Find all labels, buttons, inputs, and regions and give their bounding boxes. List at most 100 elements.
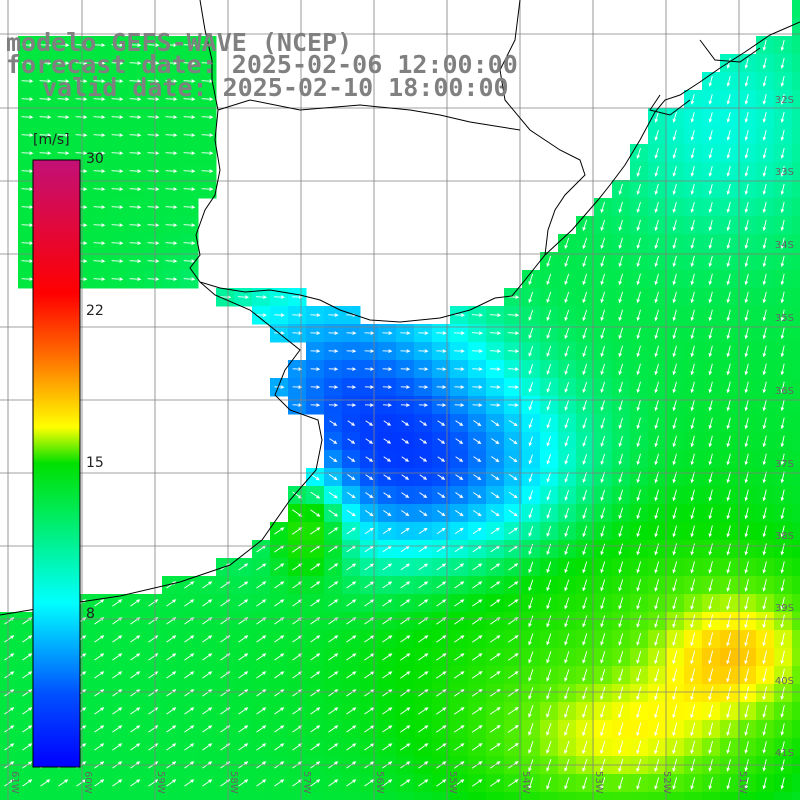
wind-arrow <box>708 489 713 502</box>
wind-arrow <box>472 527 482 535</box>
wind-arrow <box>564 686 570 700</box>
wind-arrow <box>346 349 357 353</box>
wind-arrow <box>600 453 606 465</box>
wind-arrow <box>382 725 393 733</box>
wind-arrow <box>454 599 465 607</box>
wind-arrow <box>111 97 124 101</box>
wind-arrow <box>130 707 141 715</box>
wind-arrow <box>39 43 52 47</box>
wind-arrow <box>201 187 214 191</box>
wind-arrow <box>744 543 749 556</box>
wind-arrow <box>726 668 732 683</box>
wind-arrow <box>472 563 483 571</box>
wind-arrow <box>310 385 321 389</box>
wind-arrow <box>726 578 731 592</box>
wind-arrow <box>328 367 339 371</box>
wind-arrow <box>489 725 501 733</box>
wind-arrow <box>94 653 105 661</box>
wind-arrow <box>528 669 534 682</box>
wind-arrow <box>636 722 642 737</box>
wind-arrow <box>690 740 696 755</box>
wind-arrow <box>726 561 731 574</box>
speed-cell <box>108 792 127 800</box>
wind-arrow <box>310 367 321 371</box>
lon-label: 51W <box>737 771 748 794</box>
wind-arrow <box>454 635 465 643</box>
wind-arrow <box>437 492 446 498</box>
wind-arrow <box>672 525 677 538</box>
wind-arrow <box>690 183 695 195</box>
speed-cell <box>792 252 800 271</box>
wind-arrow <box>708 237 713 250</box>
wind-arrow <box>600 363 606 376</box>
wind-arrow <box>708 363 713 376</box>
speed-cell <box>792 306 800 325</box>
speed-cell <box>234 792 253 800</box>
wind-arrow <box>21 61 34 65</box>
wind-arrow <box>636 615 642 628</box>
wind-arrow <box>274 635 285 643</box>
wind-arrow <box>708 219 713 232</box>
wind-arrow <box>418 653 429 661</box>
speed-cell <box>792 666 800 685</box>
wind-arrow <box>780 668 785 683</box>
wind-arrow <box>165 187 178 191</box>
wind-arrow <box>528 633 534 646</box>
wind-arrow <box>471 313 484 317</box>
lon-label: 61W <box>9 771 20 794</box>
wind-arrow <box>654 201 659 213</box>
wind-arrow <box>726 363 731 376</box>
wind-arrow <box>76 779 87 787</box>
wind-arrow <box>762 255 767 268</box>
speed-cell <box>72 792 91 800</box>
wind-arrow <box>310 653 321 661</box>
wind-arrow <box>582 722 588 737</box>
wind-arrow <box>400 331 411 335</box>
wind-arrow <box>744 632 750 647</box>
wind-arrow <box>310 313 321 317</box>
wind-arrow <box>383 456 392 462</box>
wind-arrow <box>129 241 142 245</box>
wind-arrow <box>546 507 552 519</box>
wind-arrow <box>508 599 519 607</box>
wind-arrow <box>364 331 375 335</box>
wind-arrow <box>183 61 196 65</box>
wind-arrow <box>436 349 447 353</box>
wind-arrow <box>762 417 767 430</box>
wind-arrow <box>672 165 677 177</box>
wind-arrow <box>507 349 520 353</box>
wind-arrow <box>346 492 356 499</box>
wind-arrow <box>780 686 785 700</box>
wind-arrow <box>582 453 588 465</box>
wind-arrow <box>726 94 731 105</box>
wind-arrow <box>546 309 552 322</box>
wind-arrow <box>708 327 713 340</box>
speed-cell <box>180 792 199 800</box>
colorbar-tick: 22 <box>86 303 104 319</box>
wind-arrow <box>165 97 178 101</box>
wind-arrow <box>112 725 123 733</box>
wind-arrow <box>582 345 588 358</box>
wind-arrow <box>708 668 714 683</box>
wind-arrow <box>744 219 749 232</box>
wind-arrow <box>292 563 303 571</box>
wind-arrow <box>780 453 785 466</box>
wind-arrow <box>636 291 641 304</box>
wind-arrow <box>364 599 375 607</box>
wind-arrow <box>256 671 267 679</box>
wind-arrow <box>690 543 695 556</box>
speed-cell <box>540 792 559 800</box>
wind-arrow <box>600 722 606 737</box>
wind-arrow <box>654 471 659 484</box>
wind-arrow <box>436 635 447 643</box>
wind-arrow <box>672 129 677 141</box>
wind-arrow <box>292 707 303 715</box>
wind-arrow <box>401 420 410 426</box>
wind-arrow <box>508 456 518 463</box>
wind-arrow <box>744 650 750 665</box>
wind-arrow <box>618 686 624 701</box>
wind-arrow <box>672 363 677 376</box>
wind-arrow <box>690 686 696 701</box>
wind-arrow <box>654 435 659 448</box>
speed-cell <box>792 324 800 343</box>
